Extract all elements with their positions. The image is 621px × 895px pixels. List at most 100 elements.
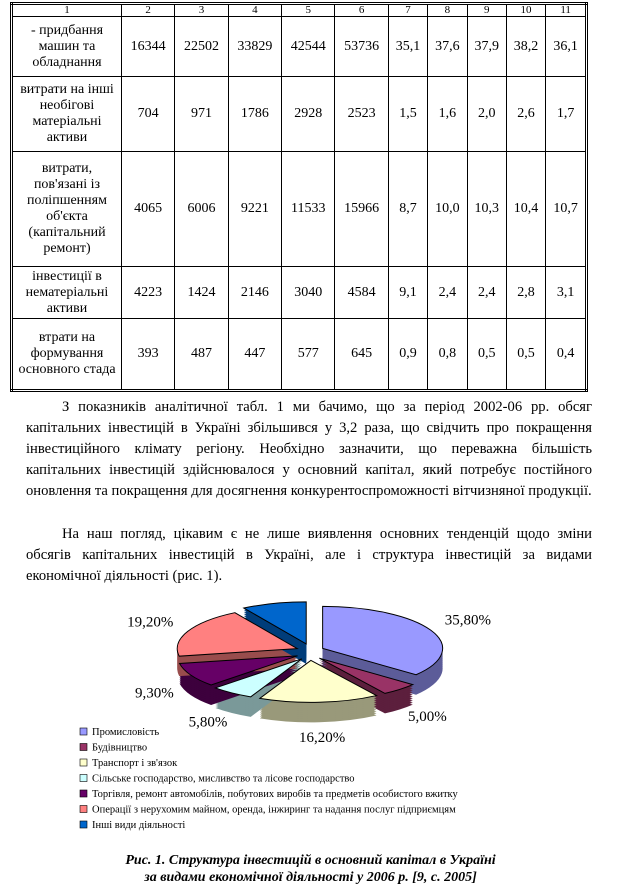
- pie-slice: [319, 657, 415, 694]
- table-cell: 8: [427, 3, 468, 17]
- table-cell: 9221: [227, 151, 283, 267]
- table-cell: 487: [174, 318, 229, 391]
- table-row: 1 2 3 4 5 6 7 8 9 10 11: [11, 3, 587, 17]
- legend-swatch: [79, 789, 88, 798]
- legend-label: Операції з нерухомим майном, оренда, інж…: [92, 805, 456, 816]
- table-cell: витрати на інші необігові матеріальні ак…: [11, 76, 122, 152]
- table-cell: 0,5: [466, 318, 507, 391]
- paragraph: На наш погляд, цікавим є не лише виявлен…: [26, 526, 592, 584]
- table-cell: 4584: [334, 266, 389, 319]
- table-cell: 3: [174, 3, 229, 17]
- table-cell: 1424: [174, 266, 229, 319]
- table-cell: 971: [174, 76, 229, 152]
- table-cell: інвестиції в нематеріальні активи: [11, 266, 122, 319]
- pie-slice: [178, 655, 298, 686]
- table-cell: 1: [11, 3, 122, 17]
- pie-slice: [176, 612, 299, 657]
- pie-slice: [258, 659, 378, 703]
- table-cell: 11: [545, 3, 587, 17]
- table-cell: 2523: [334, 76, 389, 152]
- table-cell: 3040: [281, 266, 336, 319]
- pie-slice: [213, 658, 303, 698]
- data-label: 5,00%: [408, 709, 447, 725]
- pie-chart: 35,80%5,00%16,20%5,80%9,30%19,20%8,70%Пр…: [79, 601, 491, 831]
- legend-label: Торгівля, ремонт автомобілів, побутових …: [92, 789, 458, 800]
- table-cell: 645: [334, 318, 389, 391]
- table-cell: 393: [120, 318, 176, 391]
- figure-caption: за видами економічної діяльності у 2006 …: [144, 870, 477, 885]
- table-cell: 7: [387, 3, 429, 17]
- table-cell: 6006: [174, 151, 229, 267]
- table-row: інвестиції в нематеріальні активи 4223 142…: [11, 266, 587, 319]
- table-row: втрати на формування основного стада 393 4…: [11, 318, 587, 391]
- paragraph: З показників аналітичної табл. 1 ми бачи…: [26, 399, 592, 499]
- legend-swatch: [79, 820, 88, 829]
- pie-slice: [322, 605, 444, 676]
- table-cell: 3,1: [545, 266, 587, 319]
- table-cell: 10,3: [466, 151, 507, 267]
- table-cell: 9: [466, 3, 507, 17]
- table-cell: 1,5: [387, 76, 429, 152]
- data-label: 19,20%: [127, 614, 173, 630]
- table-cell: 42544: [281, 16, 336, 77]
- table-cell: 704: [120, 76, 176, 152]
- table-cell: 1786: [227, 76, 283, 152]
- legend-swatch: [79, 805, 88, 813]
- table-cell: 0,9: [387, 318, 429, 391]
- table-cell: 577: [281, 318, 336, 391]
- data-table: 1 2 3 4 5 6 7 8 9 10 11- придбання машин та обладн…: [10, 2, 588, 392]
- table-cell: 8,7: [387, 151, 429, 267]
- table-cell: 1,7: [545, 76, 587, 152]
- table-row: витрати, пов'язані із поліпшенням об'єкт…: [11, 151, 587, 267]
- data-label: 9,30%: [135, 685, 174, 701]
- table-row: витрати на інші необігові матеріальні ак…: [11, 76, 587, 152]
- table-cell: втрати на формування основного стада: [11, 318, 122, 391]
- table-cell: 15966: [334, 151, 389, 267]
- table-cell: 10: [505, 3, 547, 17]
- table-cell: 5: [281, 3, 336, 17]
- table-cell: витрати, пов'язані із поліпшенням об'єкт…: [11, 151, 122, 267]
- table-cell: 2,4: [466, 266, 507, 319]
- table-cell: 53736: [334, 16, 389, 77]
- table-cell: 22502: [174, 16, 229, 77]
- legend-label: Сільське господарство, мисливство та ліс…: [92, 774, 355, 785]
- table-cell: 1,6: [427, 76, 468, 152]
- table-cell: 10,7: [545, 151, 587, 267]
- table-row: - придбання машин та обладнання 16344 2250…: [11, 16, 587, 77]
- table-cell: 4065: [120, 151, 176, 267]
- table-cell: 10,4: [505, 151, 547, 267]
- table-cell: 9,1: [387, 266, 429, 319]
- table-cell: 4: [227, 3, 283, 17]
- data-label: 5,80%: [189, 715, 228, 731]
- table-cell: 36,1: [545, 16, 587, 77]
- table-cell: 2146: [227, 266, 283, 319]
- table-cell: 0,5: [505, 318, 547, 391]
- legend-label: Будівництво: [92, 743, 147, 754]
- data-label: 16,20%: [299, 730, 345, 746]
- table-cell: 37,6: [427, 16, 468, 77]
- legend-label: Інші види діяльності: [92, 820, 185, 831]
- data-label: 35,80%: [445, 613, 491, 629]
- table-cell: 2,0: [466, 76, 507, 152]
- table-cell: 6: [334, 3, 389, 17]
- legend-swatch: [79, 758, 88, 767]
- table-cell: 38,2: [505, 16, 547, 77]
- table-cell: - придбання машин та обладнання: [11, 16, 122, 77]
- table-cell: 0,4: [545, 318, 587, 391]
- table-cell: 2928: [281, 76, 336, 152]
- table-cell: 447: [227, 318, 283, 391]
- legend-swatch: [79, 743, 88, 751]
- legend-swatch: [79, 774, 88, 782]
- table-cell: 16344: [120, 16, 176, 77]
- table-cell: 11533: [281, 151, 336, 267]
- legend-label: Транспорт і зв'язок: [92, 758, 178, 769]
- table-cell: 2,8: [505, 266, 547, 319]
- table-cell: 10,0: [427, 151, 468, 267]
- table-cell: 2: [120, 3, 176, 17]
- legend-label: Промисловість: [92, 727, 159, 738]
- table-cell: 0,8: [427, 318, 468, 391]
- table-cell: 35,1: [387, 16, 429, 77]
- table-cell: 2,4: [427, 266, 468, 319]
